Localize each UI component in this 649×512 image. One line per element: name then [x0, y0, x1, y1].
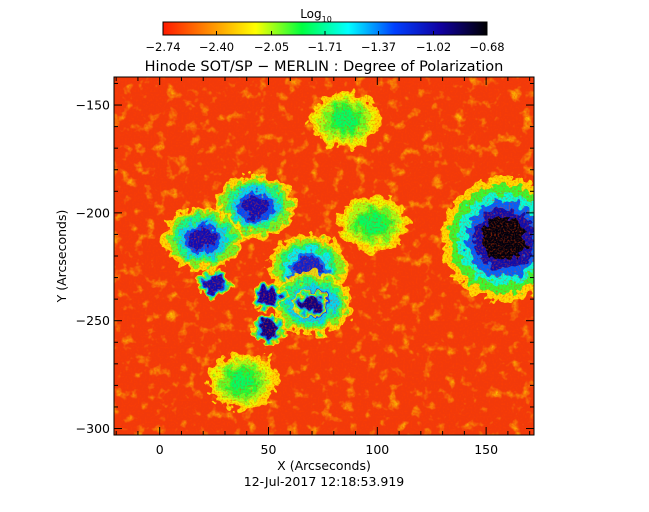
x-axis: 0 50 100 150	[115, 77, 531, 457]
x-tick-label: 0	[156, 442, 164, 457]
y-tick-label: −300	[76, 421, 110, 436]
x-tick-label: 100	[365, 442, 389, 457]
y-tick-label: −250	[76, 313, 110, 328]
y-axis-label: Y (Arcseconds)	[54, 210, 69, 304]
chart-title: Hinode SOT/SP − MERLIN : Degree of Polar…	[145, 59, 504, 75]
x-tick-label: 50	[261, 442, 277, 457]
colorbar-tick-label: −2.40	[199, 40, 234, 54]
colorbar-tick-label: −1.71	[307, 40, 342, 54]
timestamp: 12-Jul-2017 12:18:53.919	[244, 474, 405, 489]
colorbar-tick-label: −0.68	[469, 40, 504, 54]
y-tick-label: −150	[76, 98, 110, 113]
x-tick-label: 150	[474, 442, 498, 457]
colorbar-tick-label: −2.05	[254, 40, 289, 54]
heatmap-image	[114, 77, 534, 435]
colorbar-tick-label: −2.74	[145, 40, 180, 54]
colorbar-tick-label: −1.37	[361, 40, 396, 54]
colorbar-tick-label: −1.02	[416, 40, 451, 54]
x-axis-label: X (Arcseconds)	[277, 458, 371, 473]
y-axis: −150 −200 −250 −300	[76, 82, 534, 436]
colorbar: Log10 −2.74 −2.40 −2.05 −1.71 −1.37 −1.02 −0.6…	[145, 7, 504, 54]
y-tick-label: −200	[76, 205, 110, 220]
colorbar-title: Log10	[300, 7, 332, 24]
heatmap-fine-texture	[114, 77, 534, 435]
colorbar-ticks: −2.74 −2.40 −2.05 −1.71 −1.37 −1.02 −0.68	[145, 31, 505, 54]
